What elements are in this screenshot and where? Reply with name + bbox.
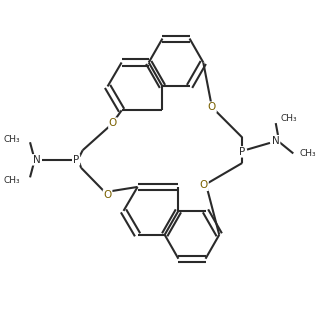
Text: CH₃: CH₃ xyxy=(4,176,21,185)
Text: N: N xyxy=(33,155,40,165)
Text: CH₃: CH₃ xyxy=(300,149,316,158)
Text: O: O xyxy=(103,190,112,200)
Text: O: O xyxy=(109,118,117,128)
Text: P: P xyxy=(239,147,245,157)
Text: CH₃: CH₃ xyxy=(280,114,297,123)
Text: O: O xyxy=(200,180,208,190)
Text: O: O xyxy=(208,102,216,112)
Text: P: P xyxy=(73,155,80,165)
Text: CH₃: CH₃ xyxy=(4,135,21,143)
Text: N: N xyxy=(272,136,279,146)
